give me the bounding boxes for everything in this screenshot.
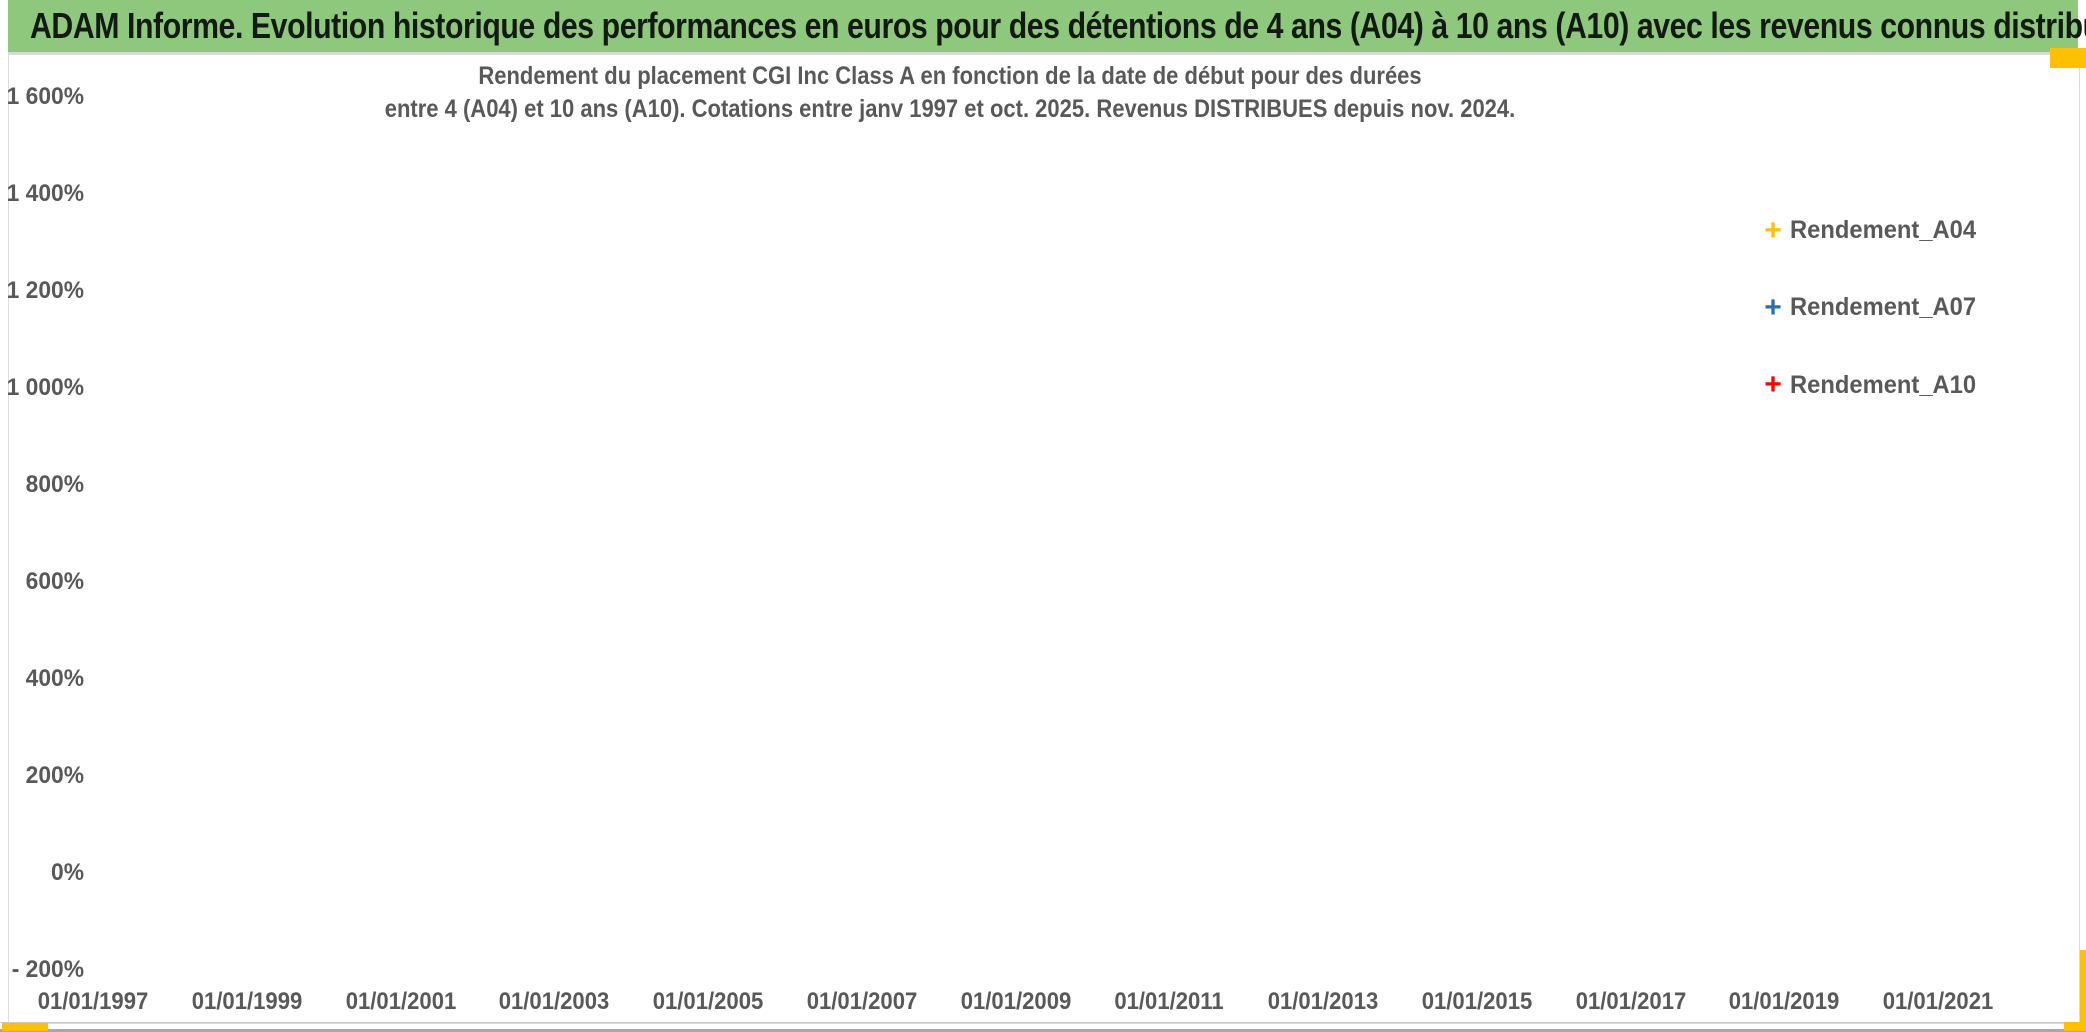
x-tick-label: 01/01/2005 (652, 988, 764, 1015)
x-tick-label: 01/01/2011 (1114, 988, 1224, 1015)
y-tick-label: 1 000% (6, 374, 84, 401)
legend-label: Rendement_A10 (1790, 370, 1977, 399)
x-tick-label: 01/01/2003 (499, 988, 610, 1015)
y-tick-label: 1 400% (6, 180, 84, 207)
page-title: ADAM Informe. Evolution historique des p… (30, 5, 2086, 46)
y-tick-label: 600% (25, 568, 85, 595)
chart-title-line-2: entre 4 (A04) et 10 ans (A10). Cotations… (384, 95, 1516, 123)
accent-right-edge (2080, 950, 2086, 1025)
bottom-edge-line (0, 1029, 2086, 1032)
legend-plus-marker-icon: + (1764, 213, 1782, 247)
x-tick-label: 01/01/2021 (1882, 988, 1994, 1015)
y-tick-label: 0% (51, 859, 84, 886)
accent-bottom-right (2064, 1022, 2086, 1031)
x-tick-label: 01/01/2001 (345, 988, 456, 1015)
y-tick-label: 400% (25, 665, 85, 692)
y-tick-label: 800% (25, 471, 85, 498)
legend-plus-marker-icon: + (1764, 290, 1782, 324)
x-tick-label: 01/01/2019 (1729, 988, 1840, 1015)
legend-label: Rendement_A04 (1790, 216, 1977, 245)
x-tick-label: 01/01/2017 (1575, 988, 1686, 1015)
y-tick-label: - 200% (11, 956, 85, 983)
x-tick-label: 01/01/2013 (1267, 988, 1379, 1015)
title-bar: ADAM Informe. Evolution historique des p… (8, 0, 2086, 54)
y-tick-label: 200% (25, 762, 85, 789)
x-tick-label: 01/01/2009 (960, 988, 1071, 1015)
chart-title-line-1: Rendement du placement CGI Inc Class A e… (478, 62, 1422, 90)
accent-bottom-left (2, 1023, 48, 1031)
legend-item-rendement_a10[interactable]: + Rendement_A10 (1756, 370, 1998, 400)
y-tick-label: 1 200% (6, 277, 84, 304)
x-tick-label: 01/01/1997 (37, 988, 149, 1015)
legend-plus-marker-icon: + (1764, 368, 1782, 402)
x-tick-label: 01/01/2015 (1421, 988, 1533, 1015)
legend-item-rendement_a07[interactable]: + Rendement_A07 (1756, 290, 1998, 324)
row-separator-line (0, 1022, 2086, 1023)
y-tick-label: 1 600% (6, 83, 84, 110)
legend-label: Rendement_A07 (1790, 293, 1977, 322)
x-tick-label: 01/01/2007 (806, 988, 918, 1015)
accent-top-right (2050, 48, 2086, 68)
legend: + Rendement_A04 + Rendement_A07 + Rendement_A… (1756, 192, 1998, 424)
x-tick-label: 01/01/1999 (191, 988, 303, 1015)
legend-item-rendement_a04[interactable]: + Rendement_A04 (1756, 213, 1998, 247)
chart-frame (8, 54, 2080, 1024)
